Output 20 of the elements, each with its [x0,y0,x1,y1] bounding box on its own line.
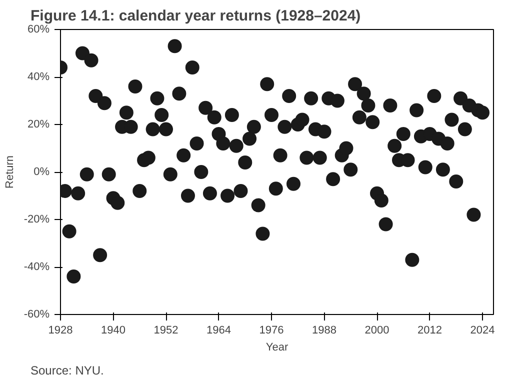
x-tick-label: 1952 [154,324,178,336]
x-tick-label: 2024 [470,324,495,336]
y-axis-title: Return [4,155,16,189]
x-tick-label: 1964 [206,324,232,336]
x-tick-label: 2012 [418,324,442,336]
y-tick-label: -40% [24,261,50,273]
x-tick-label: 1976 [259,324,284,336]
x-axis-title: Year [266,342,288,354]
y-tick-label: 0% [34,166,50,178]
y-tick-label: 60% [27,24,50,36]
y-tick-label: -60% [24,308,50,320]
y-tick-label: -20% [24,214,50,226]
x-tick-label: 1988 [312,324,337,336]
x-tick-label: 2000 [364,324,390,336]
y-tick-label: 40% [27,71,50,83]
source-note: Source: NYU. [30,364,104,378]
x-tick-label: 1928 [48,324,73,336]
chart-title: Figure 14.1: calendar year returns (1928–2024) [30,8,361,24]
x-tick-label: 1940 [101,324,126,336]
y-tick-label: 20% [27,118,50,130]
